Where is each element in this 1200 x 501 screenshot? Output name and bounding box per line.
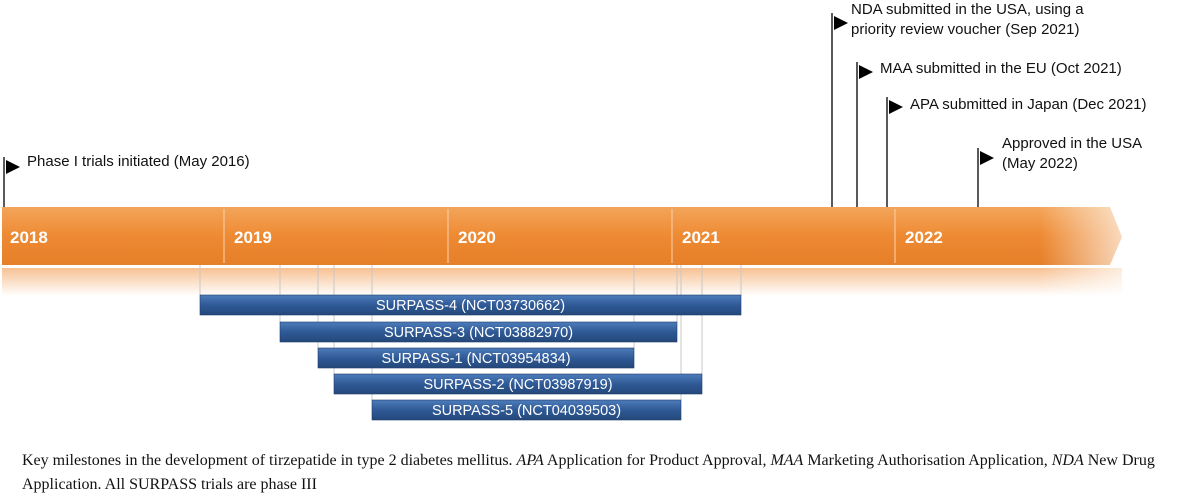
timeline-diagram: 2018 2019 2020 2021 2022 SURPASS-4 (NCT03730… <box>2 13 1125 421</box>
year-label-2018: 2018 <box>10 228 48 247</box>
caption-apa-abbr: APA <box>516 452 544 469</box>
flag-icon <box>6 160 20 174</box>
trial-bar-label: SURPASS-1 (NCT03954834) <box>381 351 570 367</box>
trial-bar-label: SURPASS-3 (NCT03882970) <box>384 325 573 341</box>
year-labels: 2018 2019 2020 2021 2022 <box>10 228 943 247</box>
flag-icon <box>980 151 994 165</box>
caption-maa-abbr: MAA <box>770 452 804 469</box>
trial-bar <box>317 347 635 369</box>
trial-bar-label: SURPASS-5 (NCT04039503) <box>432 403 621 419</box>
milestone-approved: Approved in the USA (May 2022) <box>1002 135 1143 172</box>
figure-caption: Key milestones in the development of tir… <box>22 449 1192 497</box>
milestone-phase1: Phase I trials initiated (May 2016) <box>27 153 250 170</box>
year-separators <box>223 209 896 263</box>
flag-icon <box>889 100 903 114</box>
milestone-poles <box>3 13 994 207</box>
year-label-2022: 2022 <box>905 228 943 247</box>
timeline-reflection <box>2 268 1122 296</box>
trial-bar <box>333 373 703 395</box>
trial-bar <box>279 321 678 343</box>
flag-icon <box>834 16 848 30</box>
trial-bar-label: SURPASS-4 (NCT03730662) <box>376 298 565 314</box>
year-label-2019: 2019 <box>234 228 272 247</box>
flag-icon <box>859 65 873 79</box>
caption-nda-def: New Drug Application. All SURPASS trials… <box>22 452 1155 493</box>
milestone-nda: NDA submitted in the USA, using a priori… <box>851 1 1084 38</box>
trial-bar-label: SURPASS-2 (NCT03987919) <box>423 377 612 393</box>
year-label-2020: 2020 <box>458 228 496 247</box>
milestone-apa: APA submitted in Japan (Dec 2021) <box>910 96 1147 113</box>
caption-nda-abbr: NDA <box>1051 452 1084 469</box>
caption-maa-def: Marketing Authorisation Application, <box>803 452 1052 469</box>
trial-bar <box>199 294 742 316</box>
trial-bars: SURPASS-4 (NCT03730662) SURPASS-3 (NCT038… <box>199 294 742 421</box>
caption-apa-def: Application for Product Approval, <box>543 452 771 469</box>
year-label-2021: 2021 <box>682 228 720 247</box>
trial-bar <box>371 399 682 421</box>
caption-intro: Key milestones in the development of tir… <box>22 452 517 469</box>
milestone-maa: MAA submitted in the EU (Oct 2021) <box>880 60 1122 77</box>
timeline-band <box>2 207 1122 265</box>
